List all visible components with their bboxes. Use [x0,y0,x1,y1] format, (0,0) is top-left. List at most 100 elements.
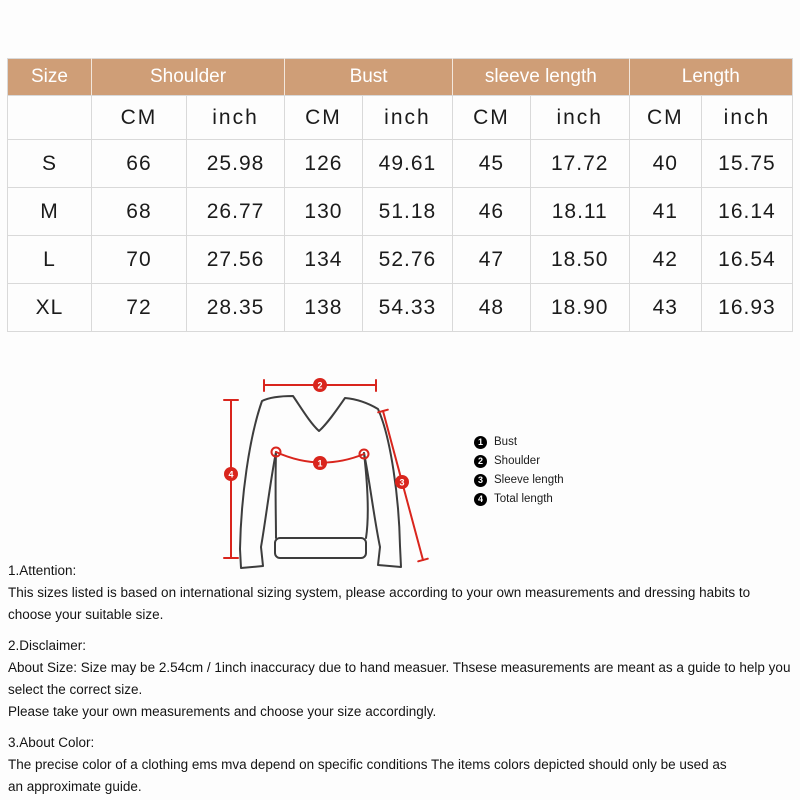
sleeve-length-marker-icon [395,475,409,489]
circled-three-icon: 3 [474,473,487,487]
value-cell: 138 [284,283,363,332]
value-cell: 18.11 [529,187,630,236]
value-cell: 26.77 [185,187,286,236]
disclaimer-text-line2: Please take your own measurements and ch… [8,704,437,719]
circled-two-icon: 2 [474,454,487,468]
size-table: Size Shoulder Bust sleeve length Length … [7,58,794,332]
legend-label: Sleeve length [494,474,564,486]
value-cell: 27.56 [185,235,286,284]
bust-measure-line: 1 [270,446,370,470]
unit-cell: CM [628,95,702,140]
table-row: XL 72 28.35 138 54.33 48 18.90 43 16.93 [7,283,794,332]
legend-label: Bust [494,436,518,448]
value-cell: 46 [452,187,531,236]
length-column-header: Length [628,58,794,96]
value-cell: 16.14 [700,187,794,236]
shoulder-column-header: Shoulder [90,58,286,96]
legend-item-sleeve-length: 3 Sleeve length [474,471,564,489]
size-table-container: Size Shoulder Bust sleeve length Length … [7,58,794,332]
size-cell: L [7,235,92,284]
disclaimer-title: 2.Disclaimer: [8,638,87,653]
sweater-hem-band [274,537,367,559]
value-cell: 16.93 [700,283,794,332]
size-cell: XL [7,283,92,332]
empty-cell [7,95,92,140]
sweater-body-right-side [363,452,369,539]
sleeve-length-measure-line: 3 [377,408,429,563]
size-cell: M [7,187,92,236]
shoulder-measure-line: 2 [263,378,377,392]
value-cell: 126 [284,139,363,188]
value-cell: 47 [452,235,531,284]
measurement-legend: 1 Bust 2 Shoulder 3 Sleeve length 4 Tota… [474,433,564,509]
legend-item-shoulder: 2 Shoulder [474,452,564,470]
about-color-text-line1: The precise color of a clothing ems mva … [8,757,727,772]
table-row: M 68 26.77 130 51.18 46 18.11 41 16.14 [7,187,794,236]
sweater-outline [239,395,402,569]
value-cell: 52.76 [361,235,454,284]
unit-cell: inch [361,95,454,140]
value-cell: 72 [90,283,187,332]
sweater-measurement-diagram: 2 4 1 3 [223,378,429,569]
svg-text:3: 3 [399,478,404,488]
sleeve-length-column-header: sleeve length [452,58,630,96]
table-row: L 70 27.56 134 52.76 47 18.50 42 16.54 [7,235,794,284]
unit-cell: CM [452,95,531,140]
value-cell: 28.35 [185,283,286,332]
svg-text:1: 1 [317,459,322,469]
total-length-measure-line: 4 [223,399,239,559]
unit-cell: inch [529,95,630,140]
unit-cell: inch [185,95,286,140]
value-cell: 42 [628,235,702,284]
value-cell: 45 [452,139,531,188]
value-cell: 49.61 [361,139,454,188]
value-cell: 48 [452,283,531,332]
size-table-body: S 66 25.98 126 49.61 45 17.72 40 15.75 M 68 26.77 13… [7,139,794,332]
bust-marker-icon [313,456,327,470]
bust-column-header: Bust [284,58,454,96]
shoulder-marker-icon [313,378,327,392]
notes-block: 1.Attention: This sizes listed is based … [8,560,794,800]
value-cell: 43 [628,283,702,332]
legend-item-total-length: 4 Total length [474,490,564,508]
attention-text: This sizes listed is based on internatio… [8,585,751,622]
legend-label: Shoulder [494,455,541,467]
units-row: CM inch CM inch CM inch CM inch [7,95,794,140]
value-cell: 130 [284,187,363,236]
total-length-marker-icon [224,467,238,481]
legend-label: Total length [494,493,553,505]
about-color-title: 3.About Color: [8,735,95,750]
value-cell: 17.72 [529,139,630,188]
circled-four-icon: 4 [474,492,487,506]
value-cell: 54.33 [361,283,454,332]
value-cell: 25.98 [185,139,286,188]
value-cell: 40 [628,139,702,188]
value-cell: 66 [90,139,187,188]
attention-section: 1.Attention: This sizes listed is based … [8,560,794,626]
legend-item-bust: 1 Bust [474,433,564,451]
unit-cell: inch [700,95,794,140]
value-cell: 15.75 [700,139,794,188]
size-cell: S [7,139,92,188]
disclaimer-section: 2.Disclaimer: About Size: Size may be 2.… [8,635,794,723]
value-cell: 18.50 [529,235,630,284]
about-color-section: 3.About Color: The precise color of a cl… [8,732,794,798]
value-cell: 41 [628,187,702,236]
svg-text:4: 4 [228,470,233,480]
table-header-row: Size Shoulder Bust sleeve length Length [7,58,794,96]
value-cell: 51.18 [361,187,454,236]
value-cell: 68 [90,187,187,236]
circled-one-icon: 1 [474,435,487,449]
about-color-text-line2: an approximate guide. [8,779,142,794]
value-cell: 18.90 [529,283,630,332]
size-column-header: Size [7,58,92,96]
unit-cell: CM [284,95,363,140]
attention-title: 1.Attention: [8,563,77,578]
value-cell: 70 [90,235,187,284]
value-cell: 134 [284,235,363,284]
table-row: S 66 25.98 126 49.61 45 17.72 40 15.75 [7,139,794,188]
svg-text:2: 2 [317,381,322,391]
unit-cell: CM [90,95,187,140]
value-cell: 16.54 [700,235,794,284]
